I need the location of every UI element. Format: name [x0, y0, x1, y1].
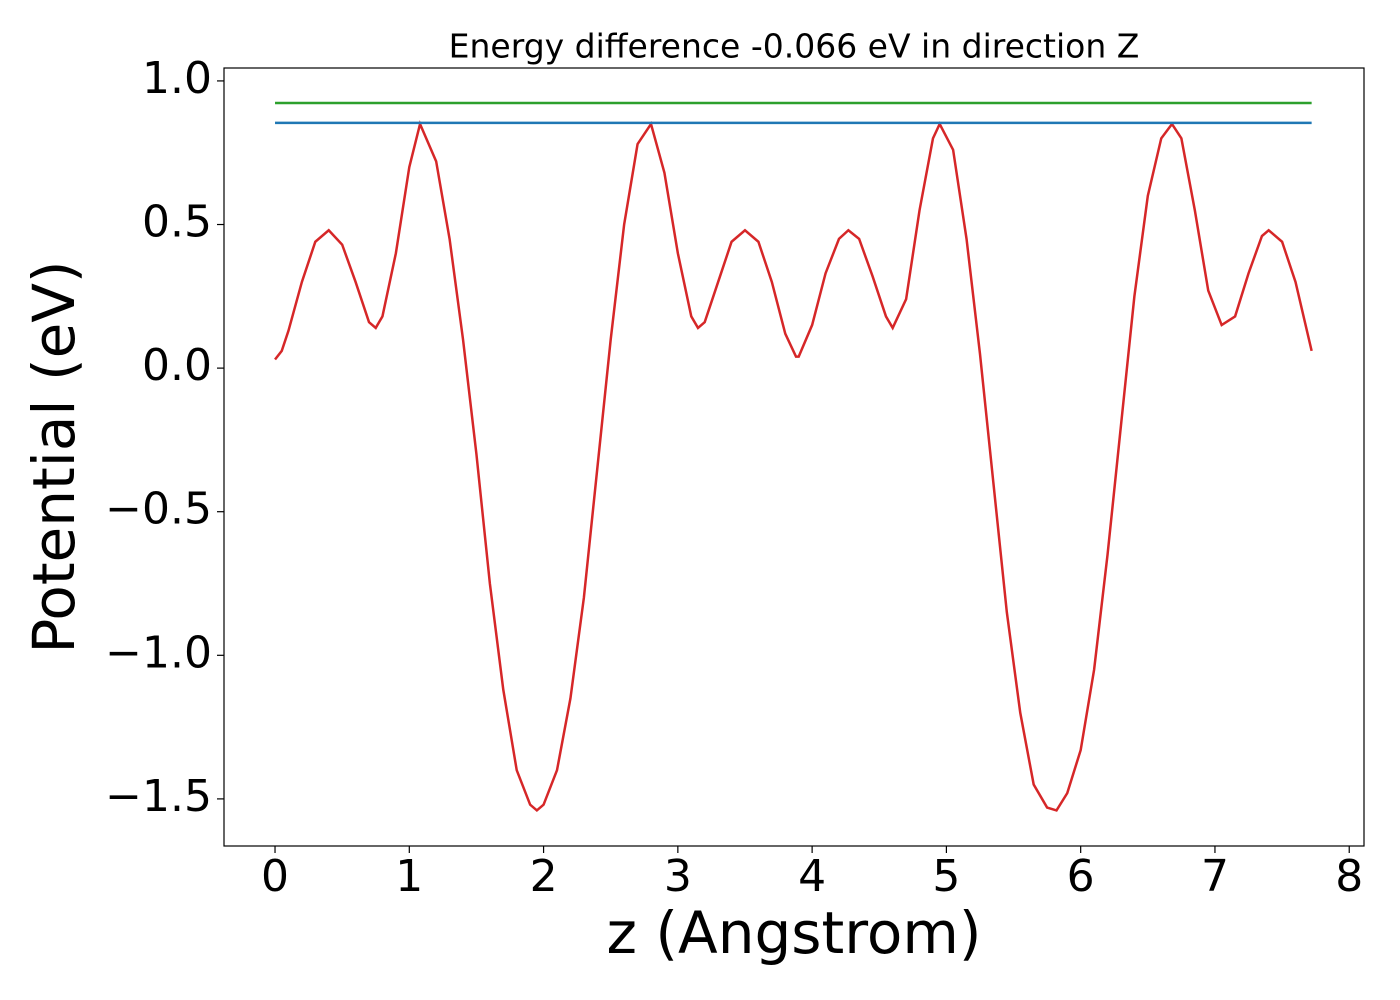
y-axis-label: Potential (eV) — [20, 260, 88, 653]
x-tick-label: 7 — [1201, 851, 1229, 902]
x-tick-label: 5 — [932, 851, 960, 902]
y-tick-label: 0.0 — [142, 340, 212, 391]
line-series — [274, 120, 1313, 813]
x-tick-label: 4 — [798, 851, 826, 902]
x-tick-label: 3 — [664, 851, 692, 902]
x-tick-label: 2 — [530, 851, 558, 902]
plot-frame — [223, 67, 1365, 847]
y-tick-label: 0.5 — [142, 197, 212, 248]
x-tick-label: 6 — [1067, 851, 1095, 902]
y-tick-label: −0.5 — [105, 484, 212, 535]
x-tick-label: 8 — [1335, 851, 1363, 902]
x-axis-label: z (Angstrom) — [607, 899, 982, 967]
x-tick-label: 0 — [261, 851, 289, 902]
chart-title: Energy difference -0.066 eV in direction… — [449, 27, 1140, 66]
y-tick-label: −1.5 — [105, 771, 212, 822]
x-tick-label: 1 — [395, 851, 423, 902]
y-tick-label: −1.0 — [105, 627, 212, 678]
y-tick-label: 1.0 — [142, 53, 212, 104]
